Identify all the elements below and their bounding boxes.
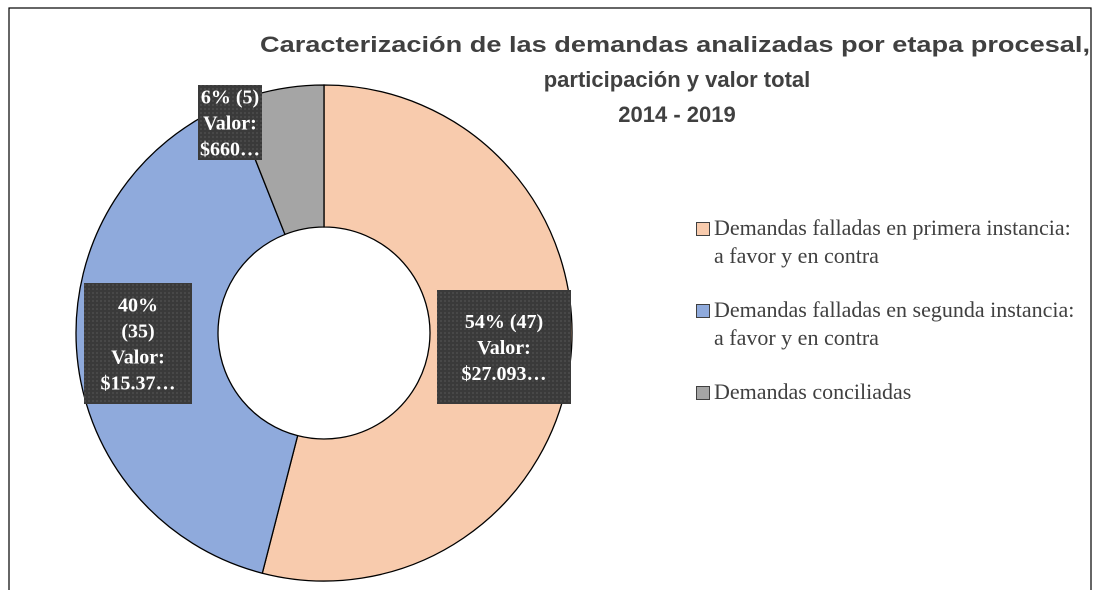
chart-title: participación y valor total [544,67,811,92]
legend-swatch [696,222,710,236]
data-label: $15.37… [101,373,176,395]
data-label-box [84,283,192,404]
donut-segment [261,84,573,582]
legend-label: Demandas falladas en segunda instancia: … [714,297,1075,350]
chart-title: 2014 - 2019 [618,102,735,127]
legend-label: Demandas conciliadas [714,379,912,404]
frame [8,7,1092,590]
legend-item: Demandas falladas en segunda instancia: … [696,296,1076,352]
data-label: 6% (5) [201,87,259,109]
data-label-box [437,290,571,404]
data-label: 40% [118,295,158,317]
legend-item: Demandas conciliadas [696,378,1076,406]
chart-title: Caracterización de las demandas analizad… [260,32,1090,57]
legend-swatch [696,304,710,318]
data-label: Valor: [203,113,257,135]
data-label-box [198,85,262,160]
legend-label: Demandas falladas en primera instancia: … [714,215,1071,268]
data-label: Valor: [111,347,165,369]
data-label: (35) [121,321,154,343]
legend-item: Demandas falladas en primera instancia: … [696,214,1076,270]
data-label: $27.093… [462,363,547,385]
legend-swatch [696,386,710,400]
data-label: 54% (47) [465,311,543,333]
data-label: Valor: [477,337,531,359]
data-label: $660… [200,139,260,161]
legend: Demandas falladas en primera instancia: … [696,214,1076,432]
